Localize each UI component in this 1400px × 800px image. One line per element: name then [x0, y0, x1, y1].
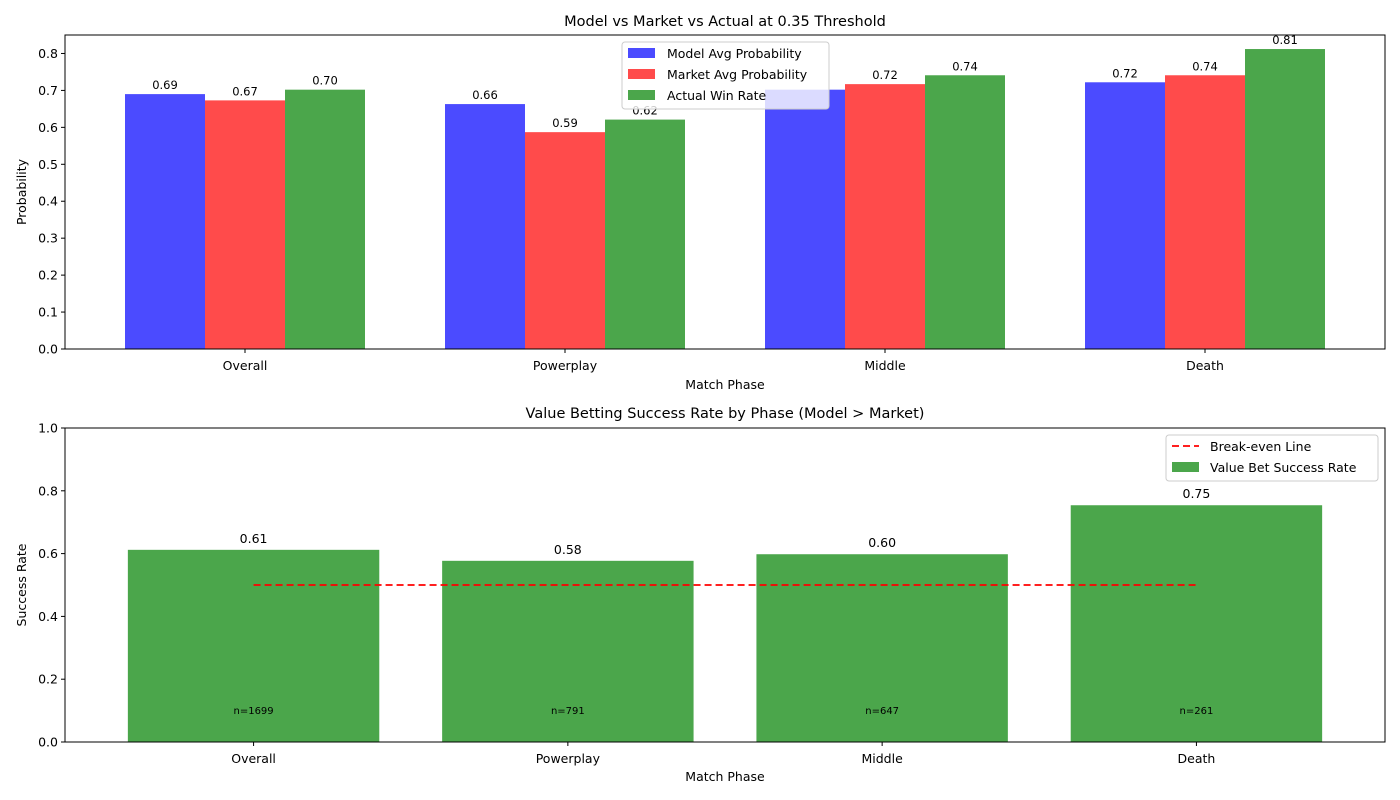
top-legend-swatch-market [628, 69, 655, 79]
top-chart-y-axis: 0.0 0.1 0.2 0.3 0.4 0.5 0.6 0.7 0.8 [38, 46, 65, 357]
bottom-chart-bars: 0.61 n=1699 0.58 n=791 0.60 n=647 0.75 n=261 [127, 486, 1323, 742]
bottom-y-tick-label: 1.0 [38, 421, 58, 436]
top-legend-swatch-actual [628, 90, 655, 100]
top-data-label: 0.74 [1192, 59, 1218, 73]
top-y-tick-label: 0.6 [38, 120, 58, 135]
top-legend-label-actual: Actual Win Rate [667, 88, 767, 103]
top-legend-frame [621, 41, 830, 110]
top-data-label: 0.59 [552, 116, 578, 130]
top-y-tick-label: 0.0 [38, 342, 58, 357]
top-bar-s1-powerplay [525, 132, 605, 349]
bottom-legend-swatch-success [1172, 462, 1199, 472]
bottom-y-tick-label: 0.6 [38, 546, 58, 561]
bottom-y-tick-label: 0.2 [38, 672, 58, 687]
top-bar-s1-death [1165, 75, 1245, 350]
top-bar-s0-death [1085, 82, 1165, 350]
bottom-chart-y-axis: 0.0 0.2 0.4 0.6 0.8 1.0 [38, 421, 65, 750]
bottom-chart-x-axis: Overall Powerplay Middle Death [231, 742, 1215, 766]
top-x-tick-label: Powerplay [533, 358, 598, 373]
top-bar-s1-overall [205, 100, 285, 349]
top-bar-s0-powerplay [445, 104, 525, 349]
top-bar-s1-middle [845, 84, 925, 349]
top-chart-x-axis: Overall Powerplay Middle Death [223, 349, 1224, 373]
top-data-label: 0.66 [472, 88, 498, 102]
top-x-tick-label: Middle [864, 358, 906, 373]
top-bar-s2-death [1245, 49, 1325, 349]
bottom-sample-size-label: n=791 [551, 706, 585, 717]
bottom-data-label: 0.75 [1183, 486, 1211, 501]
top-chart: Model vs Market vs Actual at 0.35 Thresh… [14, 14, 1386, 392]
top-legend-label-model: Model Avg Probability [667, 46, 802, 61]
bottom-legend-label-success: Value Bet Success Rate [1210, 460, 1357, 475]
bottom-chart-x-label: Match Phase [685, 769, 765, 784]
top-y-tick-label: 0.1 [38, 305, 58, 320]
bottom-y-tick-label: 0.4 [38, 609, 58, 624]
top-y-tick-label: 0.5 [38, 157, 58, 172]
bottom-bar-powerplay [442, 560, 694, 742]
top-bar-s2-middle [925, 75, 1005, 350]
bottom-x-tick-label: Overall [231, 751, 276, 766]
top-bar-s0-overall [125, 94, 205, 349]
bottom-sample-size-label: n=261 [1180, 706, 1214, 717]
bottom-data-label: 0.60 [868, 535, 896, 550]
top-legend-label-market: Market Avg Probability [667, 67, 808, 82]
bottom-chart-y-label: Success Rate [14, 543, 29, 626]
bottom-chart-frame [64, 427, 1386, 743]
top-y-tick-label: 0.7 [38, 83, 58, 98]
top-chart-x-label: Match Phase [685, 377, 765, 392]
top-data-label: 0.70 [312, 74, 338, 88]
bottom-x-tick-label: Powerplay [536, 751, 601, 766]
top-y-tick-label: 0.4 [38, 194, 58, 209]
bottom-bar-overall [127, 549, 380, 742]
top-y-tick-label: 0.8 [38, 46, 58, 61]
bottom-y-tick-label: 0.8 [38, 483, 58, 498]
bottom-legend-label-break-even: Break-even Line [1210, 439, 1312, 454]
top-chart-bars: 0.690.660.720.670.590.720.740.700.620.74… [125, 33, 1325, 350]
bottom-legend-frame [1165, 434, 1379, 482]
bottom-x-tick-label: Middle [861, 751, 903, 766]
bottom-data-label: 0.61 [240, 531, 268, 546]
top-data-label: 0.72 [872, 68, 898, 82]
top-y-tick-label: 0.2 [38, 268, 58, 283]
bottom-data-label: 0.58 [554, 542, 582, 557]
top-bar-s2-powerplay [605, 119, 685, 349]
top-chart-legend: Model Avg Probability Market Avg Probabi… [621, 41, 830, 110]
top-legend-swatch-model [628, 48, 655, 58]
top-bar-s2-overall [285, 89, 365, 349]
bottom-y-tick-label: 0.0 [38, 735, 58, 750]
top-data-label: 0.69 [152, 78, 178, 92]
bottom-chart-legend: Break-even Line Value Bet Success Rate [1165, 434, 1379, 482]
top-data-label: 0.67 [232, 84, 258, 98]
top-chart-y-label: Probability [14, 158, 29, 225]
bottom-sample-size-label: n=647 [865, 706, 899, 717]
bottom-sample-size-label: n=1699 [233, 706, 273, 717]
top-x-tick-label: Death [1186, 358, 1224, 373]
top-y-tick-label: 0.3 [38, 231, 58, 246]
top-data-label: 0.81 [1272, 33, 1298, 47]
top-data-label: 0.72 [1112, 66, 1138, 80]
bottom-x-tick-label: Death [1178, 751, 1216, 766]
top-data-label: 0.74 [952, 59, 978, 73]
top-x-tick-label: Overall [223, 358, 268, 373]
bottom-chart-title: Value Betting Success Rate by Phase (Mod… [526, 406, 925, 422]
bottom-chart: Value Betting Success Rate by Phase (Mod… [14, 406, 1386, 784]
top-bar-s0-middle [765, 89, 845, 349]
top-chart-title: Model vs Market vs Actual at 0.35 Thresh… [564, 14, 886, 30]
bottom-bar-death [1070, 505, 1323, 742]
top-chart-frame [64, 34, 1386, 350]
